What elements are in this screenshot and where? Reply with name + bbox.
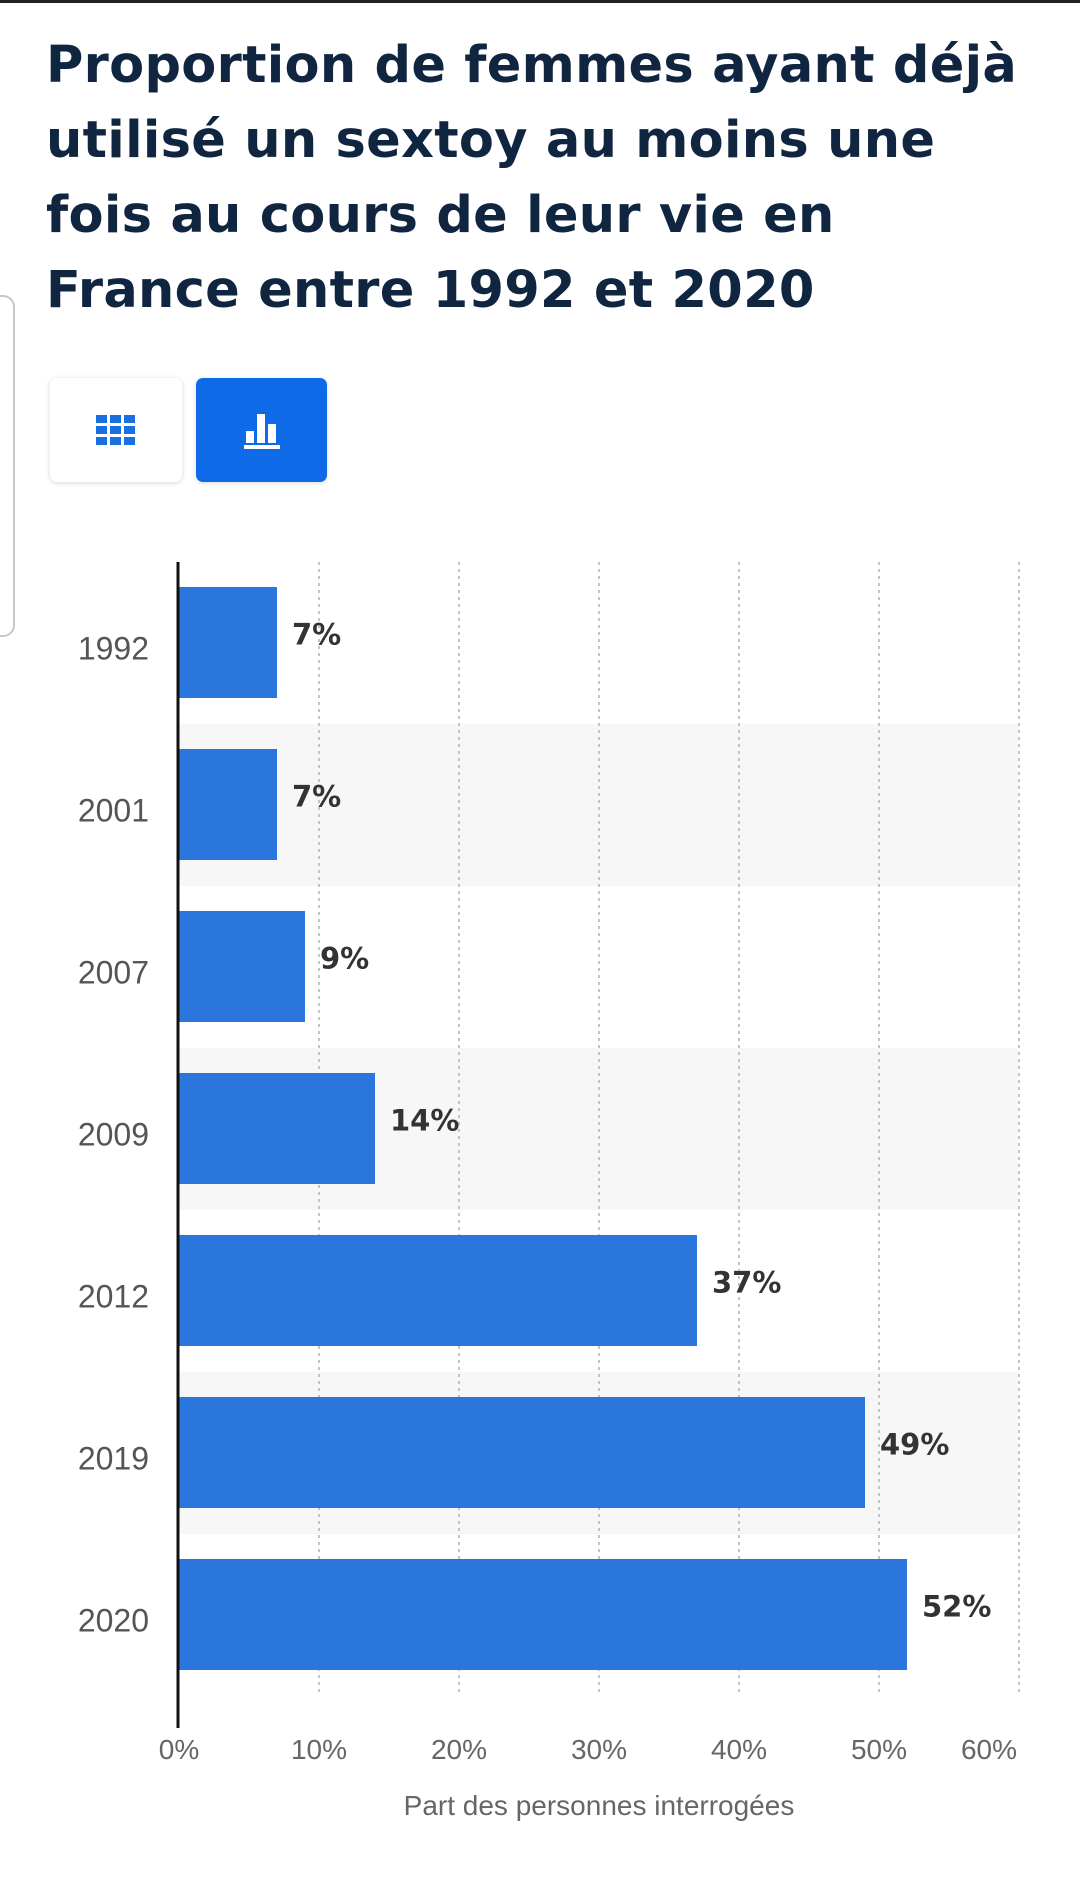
bar-2020[interactable] — [179, 1559, 907, 1670]
x-tick-label: 30% — [571, 1734, 627, 1765]
category-label: 2009 — [78, 1117, 149, 1153]
x-tick-label: 10% — [291, 1734, 347, 1765]
x-tick-label: 40% — [711, 1734, 767, 1765]
value-label: 14% — [390, 1104, 459, 1138]
table-grid-icon — [96, 415, 135, 445]
value-label: 52% — [922, 1590, 991, 1624]
x-tick-label: 50% — [851, 1734, 907, 1765]
category-label: 2019 — [78, 1441, 149, 1477]
x-tick-label: 60% — [961, 1734, 1017, 1765]
bar-2001[interactable] — [179, 749, 277, 860]
category-label: 2012 — [78, 1279, 149, 1315]
table-view-button[interactable] — [50, 378, 182, 482]
bar-1992[interactable] — [179, 587, 277, 698]
page-title: Proportion de femmes ayant déjà utilisé … — [46, 36, 1018, 320]
value-label: 7% — [292, 780, 341, 814]
value-label: 7% — [292, 618, 341, 652]
category-label: 2001 — [78, 793, 149, 829]
category-label: 1992 — [78, 631, 149, 667]
chart-view-button[interactable] — [196, 378, 327, 482]
value-label: 9% — [320, 942, 369, 976]
bar-2019[interactable] — [179, 1397, 865, 1508]
x-tick-label: 0% — [159, 1734, 199, 1765]
category-label: 2020 — [78, 1603, 149, 1639]
x-axis-title: Part des personnes interrogées — [404, 1790, 795, 1821]
value-label: 37% — [712, 1266, 781, 1300]
x-tick-label: 20% — [431, 1734, 487, 1765]
bar-2007[interactable] — [179, 911, 305, 1022]
side-panel-handle[interactable] — [0, 295, 15, 637]
category-label: 2007 — [78, 955, 149, 991]
bar-2009[interactable] — [179, 1073, 375, 1184]
bar-chart-icon — [243, 414, 280, 449]
bar-2012[interactable] — [179, 1235, 697, 1346]
top-divider — [0, 0, 1080, 3]
value-label: 49% — [880, 1428, 949, 1462]
bar-chart: 7% 7% 9% 14% 37% 49% 52% 1992 2001 2007 2009 2012 2… — [78, 562, 1020, 1821]
